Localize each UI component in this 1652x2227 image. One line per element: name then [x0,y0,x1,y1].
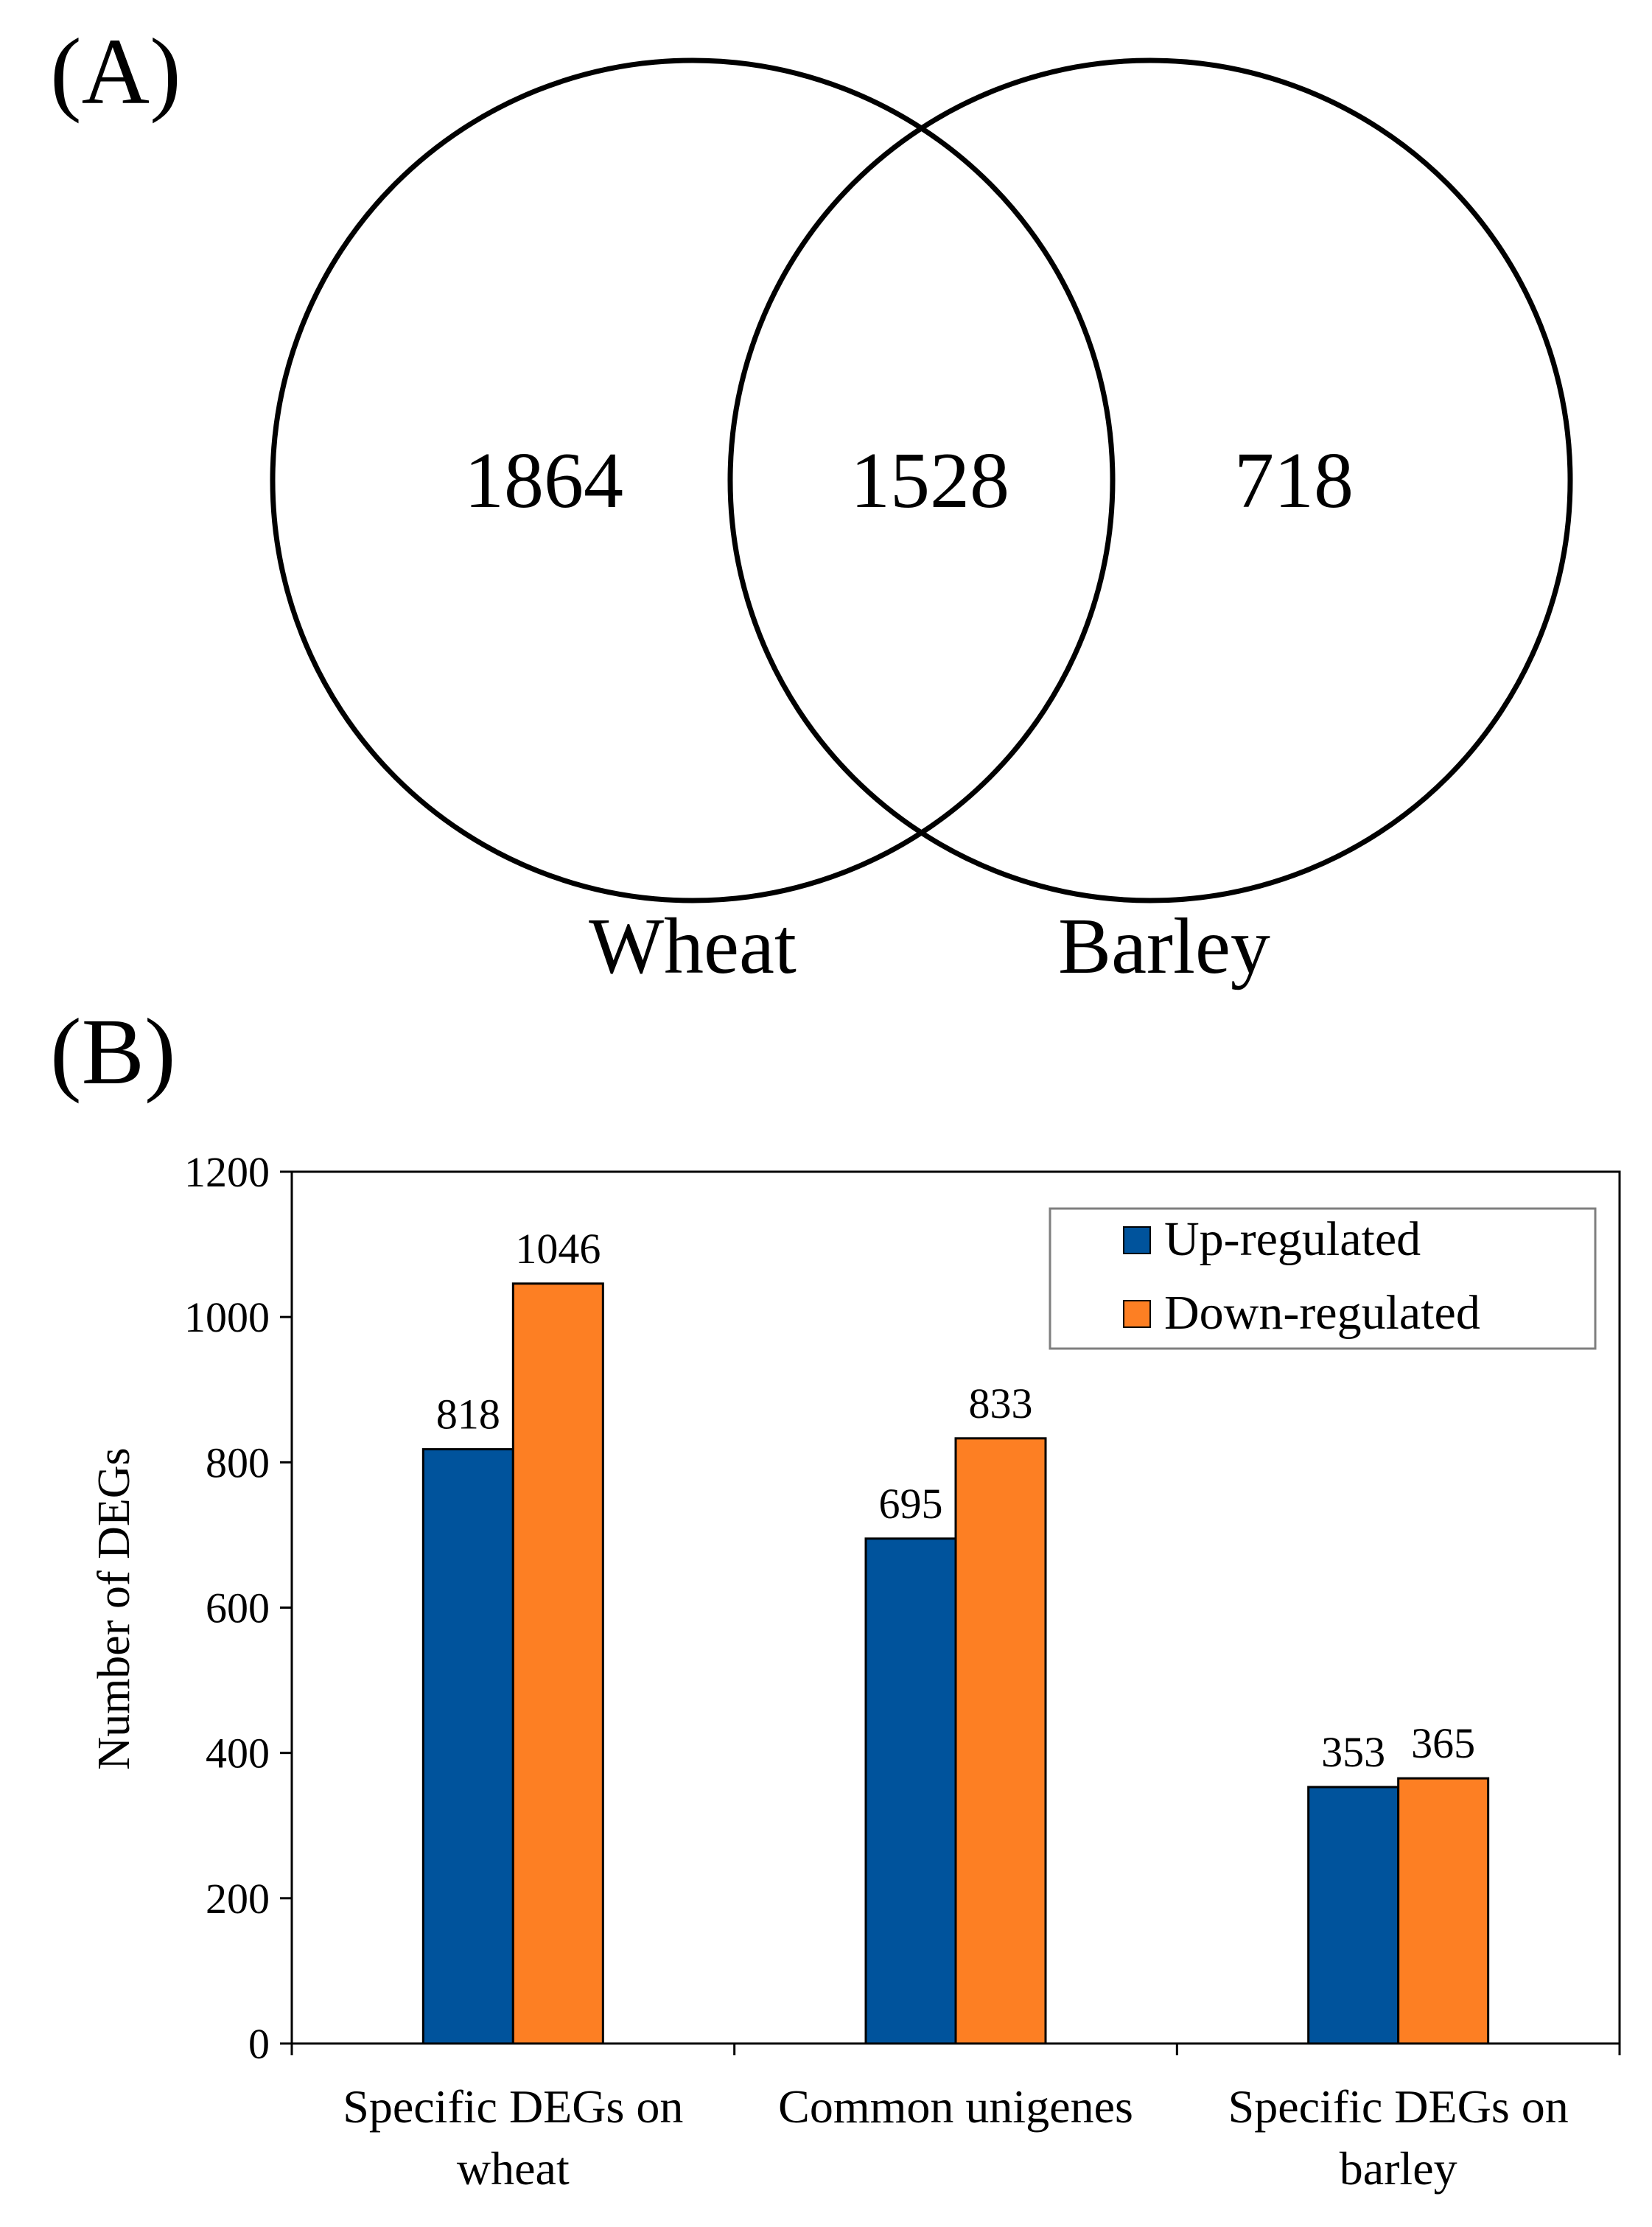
bar-value-label: 695 [879,1480,943,1528]
wheat-circle [270,57,1116,903]
y-tick-label: 1000 [184,1293,270,1341]
x-category-label: wheat [457,2142,570,2195]
bars [421,1282,1490,2045]
barley-only-count: 718 [1234,437,1354,525]
bar-value-label: 833 [969,1380,1033,1427]
panel-a-label: (A) [50,19,181,124]
bar-value-label: 353 [1321,1728,1385,1776]
wheat-label: Wheat [589,903,797,990]
bar-value-label: 1046 [515,1225,601,1273]
legend-swatch-up-regulated [1123,1226,1151,1254]
y-tick-label: 600 [206,1584,270,1632]
y-tick-label: 0 [248,2020,270,2068]
x-category-label: barley [1340,2142,1457,2195]
barley-label: Barley [1058,903,1270,990]
y-tick-label: 400 [206,1730,270,1777]
legend-label-up-regulated: Up-regulated [1164,1212,1421,1266]
x-category-label: Common unigenes [778,2080,1133,2133]
bar-up-regulated-2 [864,1537,957,2045]
legend: Up-regulated Down-regulated [1049,1207,1597,1350]
venn-panel: (A) 1864 1528 718 Wheat Barley [50,19,1573,990]
y-tick-label: 200 [206,1875,270,1923]
bar-value-labels: 818 695 353 1046 833 365 [436,1225,1475,1776]
bar-down-regulated-2 [954,1437,1047,2045]
bar-up-regulated-1 [421,1448,514,2045]
legend-label-down-regulated: Down-regulated [1164,1286,1480,1340]
x-category-label: Specific DEGs on [343,2080,683,2133]
wheat-only-count: 1864 [464,437,623,525]
y-axis-title: Number of DEGs [89,1447,139,1769]
bar-value-label: 365 [1411,1719,1475,1767]
y-axis: 0 200 400 600 800 1000 1200 [184,1148,292,2068]
x-axis: Specific DEGs on wheat Common unigenes Spec… [290,2044,1621,2195]
barley-circle [727,57,1573,903]
legend-swatch-down-regulated [1123,1300,1151,1328]
bar-value-label: 818 [436,1391,500,1438]
x-category-label: Specific DEGs on [1228,2080,1569,2133]
y-tick-label: 1200 [184,1148,270,1196]
bar-up-regulated-3 [1307,1786,1400,2045]
panel-b-label: (B) [50,999,176,1104]
y-tick-label: 800 [206,1438,270,1486]
bar-down-regulated-3 [1397,1777,1490,2045]
bar-down-regulated-1 [511,1282,604,2045]
intersection-count: 1528 [850,437,1009,525]
